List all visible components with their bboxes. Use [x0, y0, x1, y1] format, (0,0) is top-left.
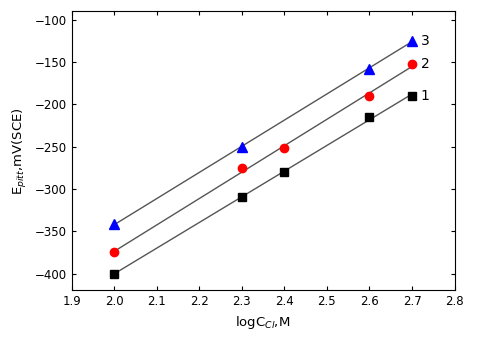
Text: 2: 2 — [420, 57, 430, 71]
Text: 1: 1 — [420, 89, 430, 103]
Text: 3: 3 — [420, 34, 430, 48]
Y-axis label: E$_{pitt}$,mV(SCE): E$_{pitt}$,mV(SCE) — [11, 107, 29, 195]
X-axis label: logC$_{Cl}$,M: logC$_{Cl}$,M — [236, 314, 291, 331]
